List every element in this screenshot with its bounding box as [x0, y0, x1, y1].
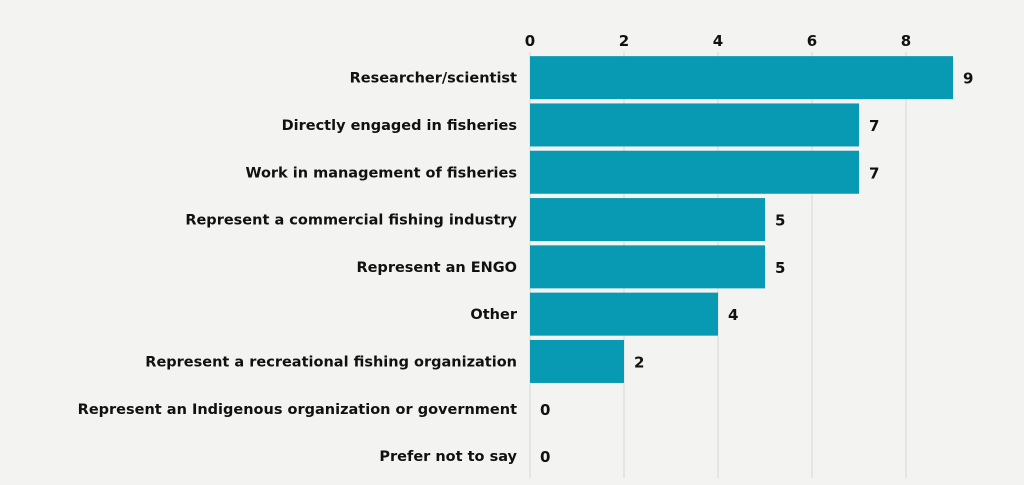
value-label: 0 — [540, 401, 550, 419]
value-labels: 9 7 7 5 5 4 2 0 0 — [540, 70, 973, 466]
x-tick-label: 2 — [619, 32, 629, 50]
category-label: Represent an Indigenous organization or … — [78, 402, 517, 418]
bar — [530, 292, 718, 336]
bar — [530, 245, 765, 289]
category-label: Represent a recreational fishing organiz… — [145, 354, 517, 370]
value-label: 2 — [634, 353, 644, 371]
category-label: Work in management of fisheries — [245, 165, 517, 181]
x-tick-label: 8 — [901, 32, 911, 50]
value-label: 5 — [775, 212, 785, 230]
x-tick-label: 6 — [807, 32, 817, 50]
bar — [530, 339, 624, 383]
category-label: Represent a commercial fishing industry — [185, 213, 517, 229]
category-label: Directly engaged in fisheries — [282, 118, 517, 134]
value-label: 5 — [775, 259, 785, 277]
bars — [530, 56, 953, 383]
category-label: Researcher/scientist — [350, 71, 517, 87]
value-label: 9 — [963, 70, 973, 88]
bar — [530, 103, 859, 147]
x-tick-label: 4 — [713, 32, 723, 50]
value-label: 7 — [869, 164, 879, 182]
value-label: 0 — [540, 448, 550, 466]
value-label: 4 — [728, 306, 738, 324]
bar — [530, 198, 765, 242]
category-labels: Researcher/scientist Directly engaged in … — [78, 71, 518, 465]
category-label: Prefer not to say — [379, 449, 517, 465]
x-tick-label: 0 — [525, 32, 535, 50]
x-tick-labels: 0 2 4 6 8 — [525, 32, 911, 50]
category-label: Other — [470, 307, 517, 323]
value-label: 7 — [869, 117, 879, 135]
bar — [530, 56, 953, 100]
bar — [530, 150, 859, 194]
category-label: Represent an ENGO — [356, 260, 517, 276]
